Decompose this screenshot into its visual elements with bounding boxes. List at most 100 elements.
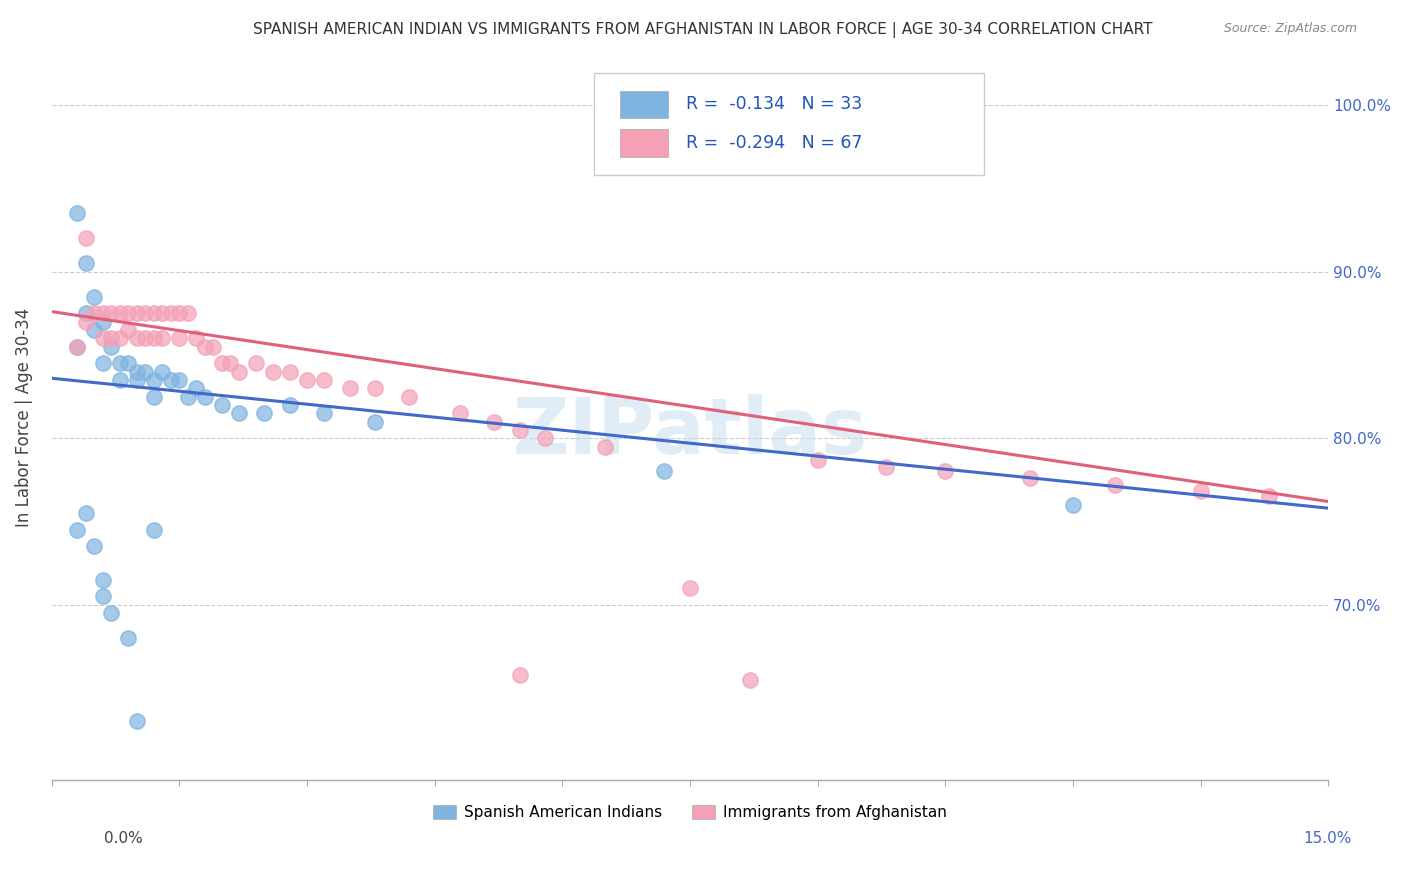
Point [1104, 478, 1126, 492]
Point [186, 381, 208, 395]
Point [211, 356, 233, 370]
FancyBboxPatch shape [620, 91, 668, 118]
Point [150, 331, 173, 345]
Point [91, 306, 114, 320]
Point [125, 714, 148, 729]
Point [134, 331, 156, 345]
Point [117, 323, 139, 337]
Point [806, 453, 828, 467]
Point [177, 306, 200, 320]
Point [83, 306, 105, 320]
Point [169, 306, 191, 320]
Point [202, 340, 225, 354]
Point [75, 306, 97, 320]
Point [169, 331, 191, 345]
Point [125, 365, 148, 379]
Point [108, 306, 131, 320]
Point [100, 331, 122, 345]
Point [509, 667, 531, 681]
Point [83, 290, 105, 304]
Point [75, 231, 97, 245]
Point [100, 340, 122, 354]
Point [117, 306, 139, 320]
Point [194, 390, 217, 404]
Point [228, 406, 250, 420]
Point [91, 331, 114, 345]
Point [398, 390, 420, 404]
Point [934, 465, 956, 479]
Point [83, 323, 105, 337]
Point [262, 365, 284, 379]
Point [160, 373, 183, 387]
Point [66, 206, 89, 220]
Point [1019, 471, 1042, 485]
Point [66, 523, 89, 537]
Point [875, 459, 897, 474]
Point [83, 540, 105, 554]
Point [134, 306, 156, 320]
Point [142, 373, 165, 387]
Point [142, 523, 165, 537]
Point [364, 415, 387, 429]
Point [142, 306, 165, 320]
Point [125, 306, 148, 320]
Y-axis label: In Labor Force | Age 30-34: In Labor Force | Age 30-34 [15, 308, 32, 527]
Point [117, 356, 139, 370]
Point [679, 581, 702, 595]
Point [108, 373, 131, 387]
Point [312, 373, 335, 387]
Point [211, 398, 233, 412]
Point [100, 306, 122, 320]
Point [150, 306, 173, 320]
Point [125, 373, 148, 387]
Point [245, 356, 267, 370]
Text: 15.0%: 15.0% [1303, 831, 1351, 846]
Point [169, 373, 191, 387]
Point [108, 356, 131, 370]
Text: ZIPatlas: ZIPatlas [512, 394, 868, 470]
Point [150, 365, 173, 379]
Point [593, 440, 616, 454]
Point [295, 373, 318, 387]
Point [278, 365, 301, 379]
Text: R =  -0.294   N = 67: R = -0.294 N = 67 [686, 134, 863, 152]
Point [253, 406, 276, 420]
Text: R =  -0.134   N = 33: R = -0.134 N = 33 [686, 95, 862, 113]
Point [100, 606, 122, 620]
Point [75, 315, 97, 329]
Point [75, 256, 97, 270]
Point [125, 331, 148, 345]
Point [738, 673, 761, 687]
Text: Source: ZipAtlas.com: Source: ZipAtlas.com [1223, 22, 1357, 36]
Point [186, 331, 208, 345]
Point [1257, 490, 1279, 504]
Point [219, 356, 242, 370]
Point [194, 340, 217, 354]
Point [509, 423, 531, 437]
Point [134, 365, 156, 379]
Point [278, 398, 301, 412]
Point [484, 415, 506, 429]
Text: 0.0%: 0.0% [104, 831, 143, 846]
Point [91, 590, 114, 604]
Point [228, 365, 250, 379]
Point [654, 465, 676, 479]
Point [142, 331, 165, 345]
Text: SPANISH AMERICAN INDIAN VS IMMIGRANTS FROM AFGHANISTAN IN LABOR FORCE | AGE 30-3: SPANISH AMERICAN INDIAN VS IMMIGRANTS FR… [253, 22, 1153, 38]
Point [66, 340, 89, 354]
Point [364, 381, 387, 395]
Point [1189, 484, 1212, 499]
Point [160, 306, 183, 320]
Point [312, 406, 335, 420]
Legend: Spanish American Indians, Immigrants from Afghanistan: Spanish American Indians, Immigrants fro… [427, 799, 953, 826]
Point [91, 315, 114, 329]
FancyBboxPatch shape [595, 73, 984, 175]
Point [142, 390, 165, 404]
Point [339, 381, 361, 395]
Point [75, 506, 97, 520]
Point [177, 390, 200, 404]
FancyBboxPatch shape [620, 129, 668, 157]
Point [534, 431, 557, 445]
Point [108, 331, 131, 345]
Point [66, 340, 89, 354]
